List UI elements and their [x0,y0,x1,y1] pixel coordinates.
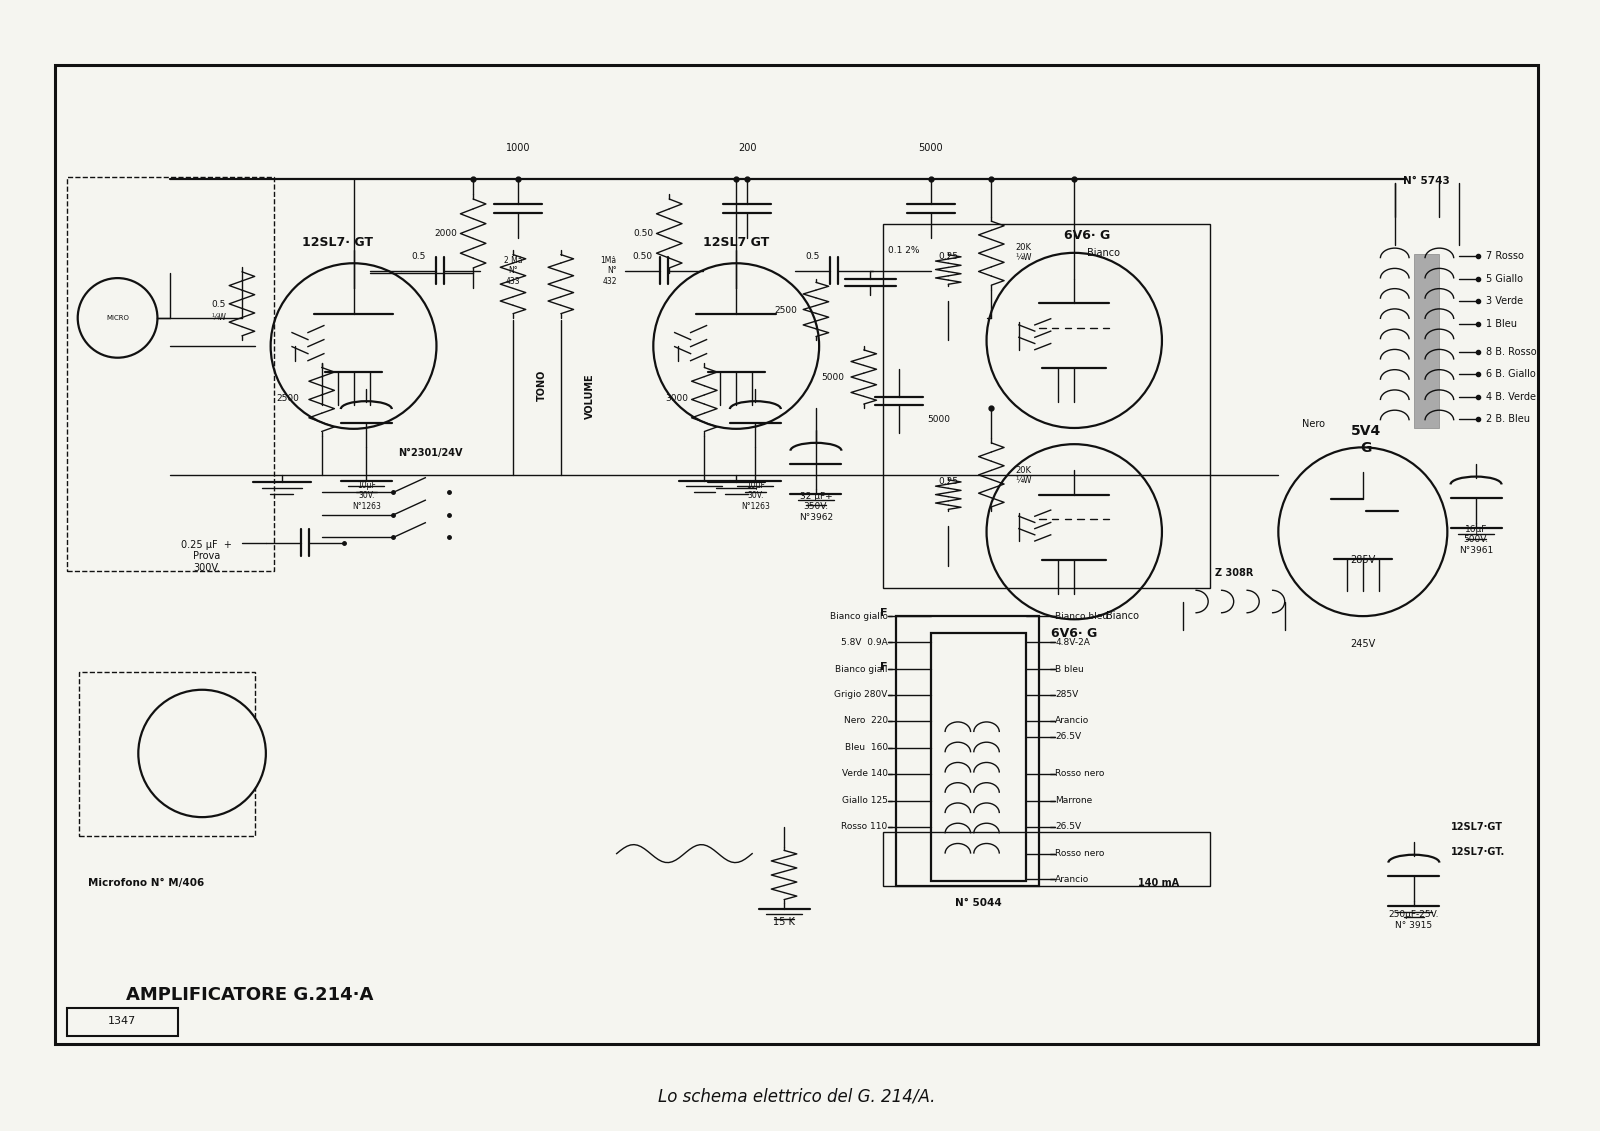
Circle shape [987,444,1162,620]
Text: Giallo 125: Giallo 125 [842,796,888,805]
Text: F: F [880,607,888,618]
Text: 4 B. Verde: 4 B. Verde [1486,391,1536,402]
Text: Microfono N° M/406: Microfono N° M/406 [88,878,205,888]
Text: 10µF
30V.
N°1263: 10µF 30V. N°1263 [352,481,381,510]
Text: 26.5V: 26.5V [1054,732,1082,741]
Bar [1414,253,1440,429]
Text: 3000: 3000 [666,395,688,404]
Text: AMPLIFICATORE G.214·A: AMPLIFICATORE G.214·A [126,986,374,1004]
Text: 2 Mâ
N°
433: 2 Mâ N° 433 [504,256,522,285]
Text: N°2301/24V: N°2301/24V [398,448,462,458]
Text: Verde 140: Verde 140 [842,769,888,778]
Text: VOLUME: VOLUME [584,374,595,420]
Text: 6V6· G: 6V6· G [1051,627,1098,639]
Bar [67,178,274,571]
Text: 5V4
G: 5V4 G [1350,424,1381,455]
Text: Arancio: Arancio [1054,716,1090,725]
Text: 250µF-25V.
N° 3915: 250µF-25V. N° 3915 [1389,910,1438,930]
Text: 200: 200 [738,143,757,153]
Text: 6 B. Giallo: 6 B. Giallo [1486,369,1536,379]
Text: 26.5V: 26.5V [1054,822,1082,831]
Text: 245V: 245V [1350,639,1376,649]
Text: 2500: 2500 [774,305,797,314]
Text: 0.5: 0.5 [211,300,226,309]
Text: 3 Verde: 3 Verde [1486,296,1523,307]
Bar [883,832,1210,887]
Text: 16µF
500V.
N°3961: 16µF 500V. N°3961 [1459,525,1493,554]
Text: Z 308R: Z 308R [1214,569,1253,578]
Text: Bleu  160: Bleu 160 [845,743,888,752]
Text: Lo schema elettrico del G. 214/A.: Lo schema elettrico del G. 214/A. [658,1088,936,1106]
Text: 2 B. Bleu: 2 B. Bleu [1486,414,1530,424]
Text: 5 Giallo: 5 Giallo [1486,274,1523,284]
Text: 1347: 1347 [109,1017,136,1026]
Text: 6V6· G: 6V6· G [1064,230,1110,242]
Bar [67,1008,178,1036]
Text: Grigio 280V: Grigio 280V [834,690,888,699]
Text: 0.1 2%: 0.1 2% [888,245,920,254]
Text: 4.8V-2A: 4.8V-2A [1054,638,1090,647]
Bar [896,616,1038,887]
Text: 0.25: 0.25 [938,251,958,260]
Bar [56,64,1538,1044]
Text: 285V: 285V [1350,555,1376,564]
Circle shape [78,278,157,357]
Text: 0.50: 0.50 [634,228,653,238]
Text: 0.25 µF  +
Prova
300V.: 0.25 µF + Prova 300V. [181,539,232,573]
Text: Rosso 110: Rosso 110 [842,822,888,831]
Text: Nero: Nero [1302,418,1325,429]
Text: Bianco bleu: Bianco bleu [1054,612,1109,621]
Bar [80,673,254,836]
Text: 32 µF+
350V.
N°3962: 32 µF+ 350V. N°3962 [798,492,834,521]
Text: 0.5: 0.5 [805,251,819,260]
Text: 12SL7 GT: 12SL7 GT [702,236,770,249]
Text: 285V: 285V [1054,690,1078,699]
Text: ¼W: ¼W [211,313,226,322]
Text: 12SL7·GT: 12SL7·GT [1451,821,1502,831]
Text: 15 K: 15 K [773,917,795,927]
Text: 5000: 5000 [928,415,950,424]
Text: Arancio: Arancio [1054,875,1090,884]
Text: 20K
¼W: 20K ¼W [1016,466,1032,485]
Text: 5000: 5000 [918,143,942,153]
Text: 20K
¼W: 20K ¼W [1016,243,1032,262]
Circle shape [138,690,266,817]
Bar [931,633,1027,881]
Text: TONO: TONO [536,370,547,402]
Circle shape [987,253,1162,428]
Text: B bleu: B bleu [1054,665,1083,674]
Text: 1Mâ
N°
432: 1Mâ N° 432 [600,256,616,285]
Text: 5.8V  0.9A: 5.8V 0.9A [842,638,888,647]
Text: Bianco: Bianco [1106,611,1139,621]
Circle shape [1278,448,1448,616]
Text: 140 mA: 140 mA [1138,878,1179,888]
Text: F: F [880,662,888,672]
Text: 8 B. Rosso: 8 B. Rosso [1486,347,1536,356]
Text: 7 Rosso: 7 Rosso [1486,251,1523,261]
Text: 10µF
30V.
N°1263: 10µF 30V. N°1263 [741,481,770,510]
Circle shape [270,264,437,429]
Text: 0.5: 0.5 [411,251,426,260]
Text: 2500: 2500 [277,395,299,404]
Text: Bianco giall: Bianco giall [835,665,888,674]
Text: 0.25: 0.25 [938,476,958,485]
Text: Rosso nero: Rosso nero [1054,849,1104,858]
Text: Nero  220: Nero 220 [843,716,888,725]
Text: N° 5044: N° 5044 [955,898,1002,908]
Text: Marrone: Marrone [1054,796,1093,805]
Text: 5000: 5000 [822,373,845,382]
Text: 1000: 1000 [506,143,530,153]
Bar [883,224,1210,588]
Text: 0.50: 0.50 [632,251,653,260]
Text: MICRO: MICRO [106,314,130,321]
Text: 2000: 2000 [434,228,458,238]
Text: 1 Bleu: 1 Bleu [1486,319,1517,328]
Text: 12SL7· GT: 12SL7· GT [302,236,373,249]
Text: Bianco giallo: Bianco giallo [830,612,888,621]
Text: N° 5743: N° 5743 [1403,175,1450,185]
Text: Rosso nero: Rosso nero [1054,769,1104,778]
Text: 12SL7·GT.: 12SL7·GT. [1451,847,1504,857]
Text: Bianco: Bianco [1086,248,1120,258]
Circle shape [653,264,819,429]
